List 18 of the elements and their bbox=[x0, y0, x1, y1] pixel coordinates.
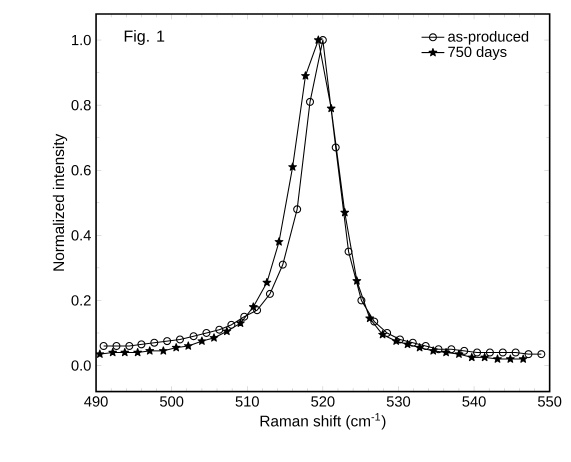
x-tick-label: 500 bbox=[160, 396, 184, 407]
x-tick-label: 550 bbox=[538, 396, 562, 407]
y-tick-label: 0.6 bbox=[72, 165, 91, 176]
legend-label: 750 days bbox=[448, 46, 507, 60]
y-tick-label: 0.4 bbox=[72, 230, 91, 241]
y-axis-title: Normalized intensity bbox=[52, 134, 68, 271]
y-tick-label: 1.0 bbox=[72, 35, 91, 46]
annotation: Fig. 1 bbox=[124, 30, 164, 46]
x-tick-label: 520 bbox=[311, 396, 335, 407]
y-tick-label: 0.8 bbox=[72, 100, 91, 111]
x-tick-label: 530 bbox=[386, 396, 410, 407]
x-tick-label: 490 bbox=[84, 396, 108, 407]
legend-label: as-produced bbox=[448, 31, 528, 45]
x-tick-label: 510 bbox=[236, 396, 259, 407]
y-tick-label: 0.2 bbox=[72, 295, 91, 306]
x-axis-title: Raman shift (cm$^{-1}$) bbox=[260, 413, 386, 430]
x-tick-label: 540 bbox=[462, 396, 486, 407]
y-tick-label: 0.0 bbox=[72, 360, 91, 371]
